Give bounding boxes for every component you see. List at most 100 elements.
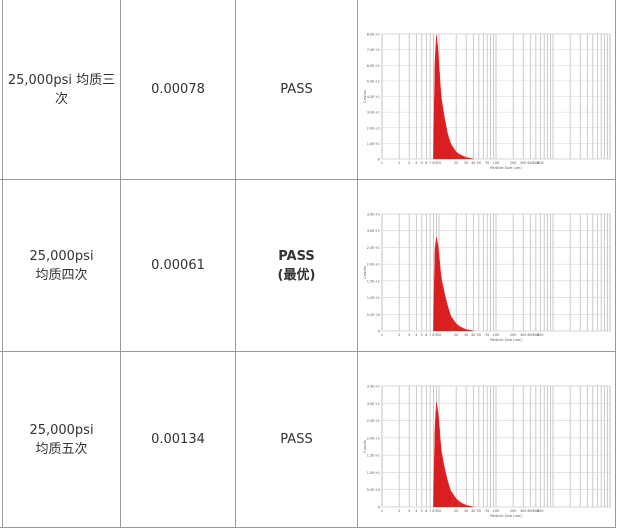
result-cell: PASS (最优) (236, 180, 357, 351)
value-cell: 0.00078 (121, 0, 235, 179)
chart-cell: 0 5.0E+0 1.0E+1 1.5E+1 2.0E+1 2.5E+1 3.0E+1 3.5… (360, 186, 614, 347)
x-tick-label: 20 (454, 161, 458, 165)
result-cell: PASS (236, 352, 357, 527)
value-cell: 0.00061 (121, 180, 235, 351)
x-tick-label: 200 (510, 509, 516, 513)
x-tick-label: 6 (425, 509, 427, 513)
x-tick-label: 70 (485, 333, 489, 337)
x-tick-label: 4 (415, 333, 417, 337)
x-tick-label: 100 (493, 509, 499, 513)
x-tick-label: 30 (464, 161, 468, 165)
x-axis-label: Particle Size (um) (490, 514, 522, 518)
y-axis-label: Counts (363, 266, 367, 279)
y-axis-label: Counts (363, 440, 367, 453)
value-text: 0.00078 (151, 82, 205, 97)
x-tick-label: 70 (485, 161, 489, 165)
chart-cell: 0 1.0E+1 2.0E+1 3.0E+1 4.0E+1 5.0E+1 6.0E+1 7.0… (360, 6, 614, 175)
table-row: 25,000psi 均质五次 (3, 352, 120, 527)
y-tick-label: 0 (378, 506, 381, 510)
x-tick-label: 2 (398, 161, 400, 165)
x-tick-label: 2 (398, 509, 400, 513)
y-tick-label: 1.5E+1 (367, 279, 380, 283)
particle-size-chart: 0 5.0E+0 1.0E+1 1.5E+1 2.0E+1 2.5E+1 3.0E+1 3.5… (363, 213, 611, 342)
value-text: 0.00134 (151, 432, 205, 447)
x-tick-label: 5 (421, 161, 423, 165)
x-tick-label: 40 (471, 509, 475, 513)
x-tick-label: 1 (381, 509, 383, 513)
x-axis-label: Particle Size (um) (490, 166, 522, 170)
x-tick-label: 7 (429, 333, 431, 337)
x-tick-label: 8 (432, 333, 434, 337)
y-tick-label: 7.0E+1 (367, 48, 380, 52)
condition-cell: 25,000psi 均质四次 (29, 247, 93, 285)
y-tick-label: 8.0E+1 (367, 33, 380, 37)
x-tick-label: 5 (421, 509, 423, 513)
table-border (235, 0, 236, 528)
y-tick-label: 3.5E+1 (367, 385, 380, 389)
x-tick-label: 7 (429, 509, 431, 513)
y-tick-label: 2.0E+1 (367, 263, 380, 267)
x-tick-label: 20 (454, 509, 458, 513)
table-row: 25,000psi 均质四次 (3, 180, 120, 351)
x-tick-label: 50 (477, 509, 481, 513)
x-tick-label: 30 (464, 509, 468, 513)
y-tick-label: 0 (378, 330, 381, 334)
x-tick-label: 3 (408, 509, 410, 513)
y-tick-label: 2.0E+1 (367, 436, 380, 440)
table-border (0, 527, 616, 528)
x-tick-label: 300 (520, 161, 526, 165)
x-tick-label: 300 (520, 333, 526, 337)
x-tick-label: 9 (435, 333, 437, 337)
x-tick-label: 200 (510, 161, 516, 165)
x-tick-label: 10 (437, 161, 441, 165)
particle-size-chart: 0 5.0E+0 1.0E+1 1.5E+1 2.0E+1 2.5E+1 3.0E+1 3.5… (363, 385, 611, 518)
condition-line2: 均质五次 (35, 441, 88, 457)
x-tick-label: 300 (520, 509, 526, 513)
x-tick-label: 600 (537, 333, 543, 337)
result-text: PASS (278, 248, 315, 264)
x-tick-label: 3 (408, 333, 410, 337)
x-tick-label: 7 (429, 161, 431, 165)
result-text: PASS (280, 82, 313, 97)
table-border (615, 0, 616, 528)
y-tick-label: 1.0E+1 (367, 296, 380, 300)
x-tick-label: 600 (537, 509, 543, 513)
y-tick-label: 5.0E+1 (367, 79, 380, 83)
table-border (0, 351, 616, 352)
result-note: (最优) (277, 267, 316, 283)
particle-size-chart: 0 1.0E+1 2.0E+1 3.0E+1 4.0E+1 5.0E+1 6.0E+1 7.0… (363, 33, 611, 170)
condition-cell: 25,000psi 均质三次 (3, 71, 120, 109)
x-tick-label: 6 (425, 333, 427, 337)
y-tick-label: 5.0E+0 (367, 313, 381, 317)
table-border (120, 0, 121, 528)
y-tick-label: 1.0E+1 (367, 142, 380, 146)
x-tick-label: 20 (454, 333, 458, 337)
table-border (357, 0, 358, 528)
x-tick-label: 400 (527, 509, 533, 513)
condition-line1: 25,000psi (29, 248, 94, 264)
x-tick-label: 2 (398, 333, 400, 337)
condition-line1: 25,000psi 均质三次 (7, 72, 116, 107)
x-tick-label: 500 (533, 333, 539, 337)
x-tick-label: 400 (527, 161, 533, 165)
y-tick-label: 3.0E+1 (367, 111, 380, 115)
x-tick-label: 100 (493, 333, 499, 337)
x-tick-label: 500 (533, 509, 539, 513)
x-tick-label: 100 (493, 161, 499, 165)
x-tick-label: 4 (415, 509, 417, 513)
x-tick-label: 10 (437, 333, 441, 337)
y-tick-label: 2.0E+1 (367, 126, 380, 130)
x-tick-label: 200 (510, 333, 516, 337)
condition-line2: 均质四次 (35, 267, 88, 283)
result-cell: PASS (236, 0, 357, 179)
x-tick-label: 4 (415, 161, 417, 165)
y-tick-label: 4.0E+1 (367, 95, 380, 99)
x-tick-label: 1 (381, 161, 383, 165)
x-tick-label: 500 (533, 161, 539, 165)
x-tick-label: 600 (537, 161, 543, 165)
table-border (0, 179, 616, 180)
table-row: 25,000psi 均质三次 (3, 0, 120, 179)
x-tick-label: 8 (432, 509, 434, 513)
x-tick-label: 9 (435, 161, 437, 165)
y-tick-label: 6.0E+1 (367, 64, 380, 68)
